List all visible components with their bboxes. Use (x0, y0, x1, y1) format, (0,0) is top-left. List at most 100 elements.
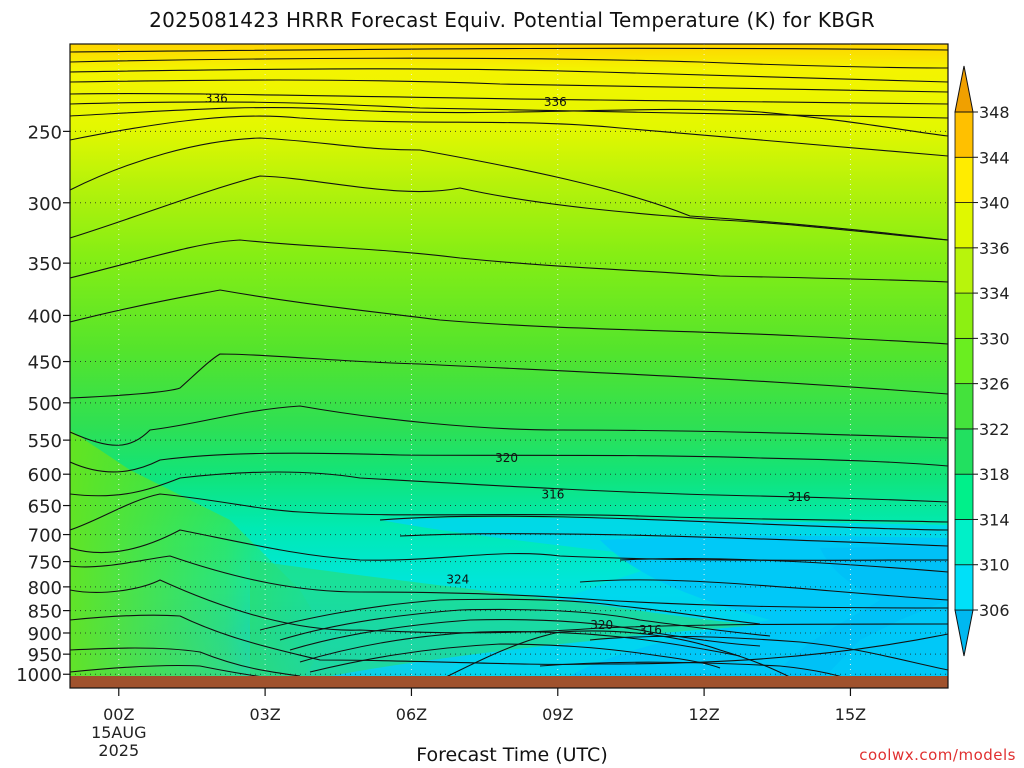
y-tick-label-800: 800 (28, 578, 62, 599)
colorbar-bin-7 (954, 247, 974, 294)
contour-line-8 (70, 137, 948, 241)
x-tick-sublabel-00Z-1: 2025 (98, 741, 139, 760)
colorbar-bin-9 (954, 156, 974, 203)
colorbar-bin-5 (954, 337, 974, 385)
x-tick-label-15Z: 15Z (835, 705, 866, 724)
colorbar-label-340: 340 (979, 194, 1010, 213)
x-tick-label-09Z: 09Z (542, 705, 573, 724)
x-axis-title: Forecast Time (UTC) (416, 744, 608, 766)
x-tick-sublabel-00Z-0: 15AUG (91, 723, 146, 742)
y-tick-label-1000: 1000 (16, 665, 62, 686)
plot-frame (69, 43, 949, 689)
colorbar-label-330: 330 (979, 329, 1010, 348)
contour-line-31 (579, 579, 948, 601)
contour-line-13 (70, 405, 948, 446)
contour-line-27 (309, 643, 721, 673)
y-tick-label-300: 300 (28, 194, 62, 215)
colorbar-label-306: 306 (979, 601, 1010, 620)
colorbar-label-344: 344 (979, 148, 1010, 167)
contour-line-30 (619, 557, 948, 573)
contour-line-11 (70, 289, 948, 345)
contour-line-14 (70, 452, 948, 473)
coldest-region (770, 546, 948, 682)
contour-label-0: 336 (205, 92, 228, 106)
colorbar-bin-3 (954, 428, 974, 475)
y-tick-label-600: 600 (28, 465, 62, 486)
contour-line-23 (259, 598, 761, 631)
axes: 2503003504004505005506006507007508008509… (16, 43, 949, 760)
y-tick-label-850: 850 (28, 602, 62, 623)
contour-label-2: 320 (495, 451, 518, 465)
contour-line-15 (70, 471, 948, 503)
colorbar-label-348: 348 (979, 103, 1010, 122)
y-tick-label-250: 250 (28, 122, 62, 143)
colorbar-label-334: 334 (979, 284, 1010, 303)
contour-line-28 (379, 515, 948, 531)
colorbar-label-326: 326 (979, 375, 1010, 394)
x-tick-label-06Z: 06Z (396, 705, 427, 724)
contour-line-10 (70, 239, 948, 283)
contour-line-21 (70, 647, 301, 677)
x-tick-label-12Z: 12Z (688, 705, 719, 724)
contour-labels: 336 336 320 316 316 324 320 316 (205, 92, 811, 637)
contour-label-7: 316 (639, 623, 662, 637)
contour-line-7 (70, 115, 948, 157)
contour-line-9 (70, 175, 948, 241)
contour-line-18 (70, 555, 948, 609)
contour-line-12 (70, 353, 948, 399)
y-tick-label-900: 900 (28, 624, 62, 645)
y-tick-label-450: 450 (28, 353, 62, 374)
field-shading (70, 430, 948, 682)
y-tick-label-950: 950 (28, 645, 62, 666)
ground-strip (70, 676, 948, 688)
y-tick-label-650: 650 (28, 497, 62, 518)
contour-line-0 (70, 47, 948, 53)
colorbar: 306 310 314 318 322 326 330 334 336 340 344 348 (954, 65, 1010, 657)
contour-line-3 (70, 79, 948, 93)
contour-lines (70, 47, 948, 682)
contour-line-1 (70, 57, 948, 69)
contour-line-6 (70, 106, 948, 137)
contour-label-4: 316 (788, 490, 811, 504)
y-tick-label-400: 400 (28, 306, 62, 327)
colorbar-extend-low (954, 609, 974, 657)
colorbar-label-336: 336 (979, 239, 1010, 258)
x-tick-label-03Z: 03Z (249, 705, 280, 724)
y-tick-label-500: 500 (28, 394, 62, 415)
contour-line-24 (279, 608, 771, 641)
y-tick-label-550: 550 (28, 431, 62, 452)
colorbar-bin-6 (954, 292, 974, 339)
colorbar-bin-4 (954, 383, 974, 430)
contour-label-5: 324 (446, 572, 469, 586)
contour-label-3: 316 (541, 488, 564, 502)
contour-line-16 (70, 493, 948, 531)
credit-text: coolwx.com/models (859, 746, 1016, 764)
contour-line-33 (539, 661, 861, 682)
colorbar-bin-0 (954, 564, 974, 611)
contour-line-4 (70, 93, 948, 105)
contour-line-34 (439, 630, 801, 682)
moist-tongue (250, 560, 760, 682)
contour-label-1: 336 (544, 95, 567, 109)
colorbar-extend-high (954, 65, 974, 113)
colorbar-label-318: 318 (979, 465, 1010, 484)
contour-group (70, 47, 948, 682)
contour-label-6: 320 (590, 618, 613, 632)
contour-line-29 (399, 533, 948, 547)
contour-line-32 (589, 635, 948, 671)
contour-line-2 (70, 68, 948, 83)
colorbar-bin-10 (954, 111, 974, 158)
colorbar-bin-1 (954, 519, 974, 566)
plot-area (70, 44, 948, 682)
colorbar-bin-2 (954, 473, 974, 520)
colorbar-label-310: 310 (979, 556, 1010, 575)
chart-title: 2025081423 HRRR Forecast Equiv. Potentia… (149, 8, 875, 32)
colorbar-bin-8 (954, 202, 974, 249)
y-tick-label-750: 750 (28, 553, 62, 574)
y-tick-label-700: 700 (28, 526, 62, 547)
y-tick-label-350: 350 (28, 254, 62, 275)
contour-line-19 (70, 579, 948, 634)
colorbar-label-322: 322 (979, 420, 1010, 439)
x-tick-label-00Z: 00Z (103, 705, 134, 724)
